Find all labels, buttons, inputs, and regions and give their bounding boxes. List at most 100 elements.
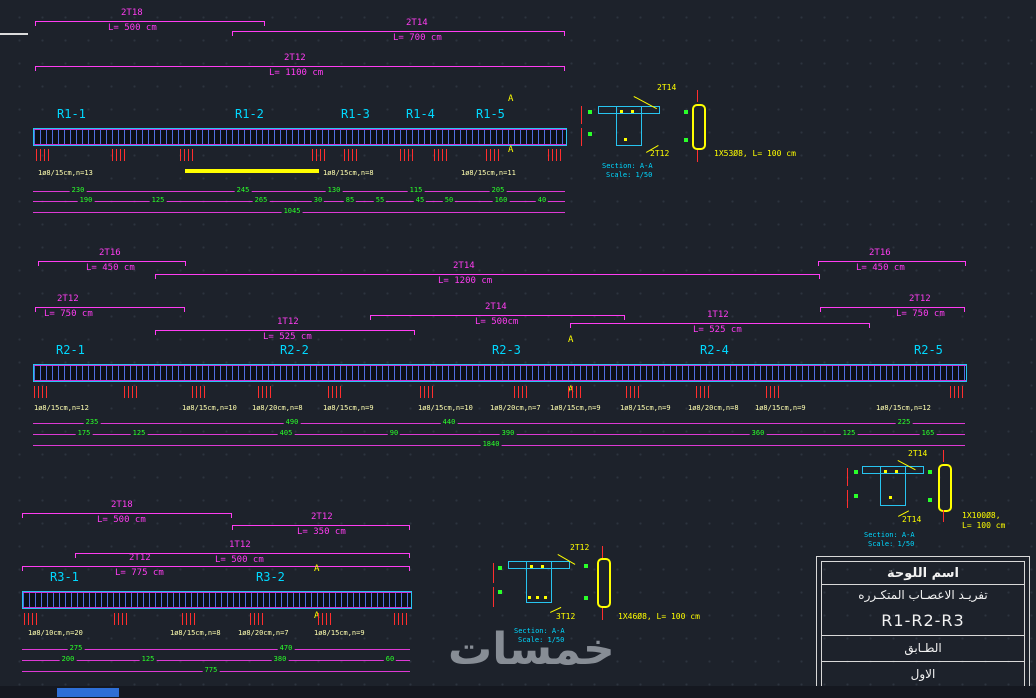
floor-label: الطـابق <box>822 636 1024 662</box>
dimension-value: 470 <box>277 644 295 652</box>
dimension-value: 190 <box>77 196 95 204</box>
section-label: 2T14 <box>657 83 677 92</box>
beam-span-label: R1-5 <box>476 107 505 121</box>
dimension-value: 440 <box>440 418 458 426</box>
support-stirrup-marks <box>626 386 640 398</box>
rebar-dot <box>544 596 547 599</box>
beam-span-label: R2-3 <box>492 343 521 357</box>
beam-elevation <box>33 364 967 382</box>
rebar-dot <box>895 470 898 473</box>
dimension-line <box>33 201 565 202</box>
section-cut-marker: A <box>314 564 320 574</box>
bottom-bar <box>0 686 1036 698</box>
green-marker <box>588 132 592 136</box>
beam-elevation <box>33 128 567 146</box>
bracket-tick <box>184 307 185 312</box>
rebar-length-label: L= 775 cm <box>115 568 164 578</box>
green-marker <box>854 470 858 474</box>
dimension-value: 380 <box>271 655 289 663</box>
support-stirrup-marks <box>114 613 128 625</box>
taskbar-item[interactable] <box>57 688 119 697</box>
left-ruler-mark <box>0 33 28 35</box>
support-stirrup-marks <box>24 613 38 625</box>
rebar-length-label: L= 500 cm <box>97 515 146 525</box>
green-marker <box>928 498 932 502</box>
section-web <box>526 561 552 603</box>
rebar-length-label: L= 500 cm <box>215 555 264 565</box>
bracket-tick <box>264 21 265 26</box>
dimension-line <box>22 660 410 661</box>
stirrup-spacing-label: 1ø8/10cm,n=20 <box>28 629 83 637</box>
bar-length-bracket <box>232 525 410 526</box>
stirrup-spacing-label: 1ø8/20cm,n=8 <box>252 404 303 412</box>
dimension-value: 235 <box>83 418 101 426</box>
beam-span-label: R1-4 <box>406 107 435 121</box>
rebar-length-label: L= 750 cm <box>44 309 93 319</box>
support-stirrup-marks <box>192 386 206 398</box>
stirrup-spacing-label: 1ø8/15cm,n=12 <box>876 404 931 412</box>
stirrup-detail <box>597 558 611 608</box>
support-stirrup-marks <box>34 386 48 398</box>
red-dim-line <box>493 587 494 607</box>
red-dim-line <box>943 510 944 522</box>
rebar-length-label: L= 500 cm <box>108 23 157 33</box>
rebar-dot <box>624 138 627 141</box>
green-marker <box>498 566 502 570</box>
support-stirrup-marks <box>514 386 528 398</box>
rebar-label: 2T16 <box>99 248 121 258</box>
support-stirrup-marks <box>568 386 582 398</box>
dimension-value: 1840 <box>480 440 502 448</box>
section-label: 1X100Ø8, <box>962 511 1001 520</box>
bar-length-bracket <box>818 261 966 262</box>
bar-length-bracket <box>370 315 625 316</box>
section-web <box>616 106 642 146</box>
support-stirrup-marks <box>112 149 126 161</box>
dimension-value: 115 <box>407 186 425 194</box>
title-block: اسم اللوحة تفريـد الاعصـاب المتكـرره R1-… <box>816 556 1030 692</box>
rebar-label: 2T12 <box>284 53 306 63</box>
green-marker <box>584 564 588 568</box>
dimension-value: 390 <box>499 429 517 437</box>
stirrup-spacing-label: 1ø8/15cm,n=8 <box>170 629 221 637</box>
support-stirrup-marks <box>328 386 342 398</box>
stirrup-spacing-label: 1ø8/20cm,n=7 <box>238 629 289 637</box>
bracket-tick <box>22 566 23 571</box>
beam-elevation <box>22 591 412 609</box>
dimension-value: 230 <box>69 186 87 194</box>
support-stirrup-marks <box>124 386 138 398</box>
bracket-tick <box>38 261 39 266</box>
bracket-tick <box>820 307 821 312</box>
rebar-label: 1T12 <box>229 540 251 550</box>
red-dim-line <box>581 106 582 124</box>
stirrup-spacing-label: 1ø8/20cm,n=8 <box>688 404 739 412</box>
support-stirrup-marks <box>420 386 434 398</box>
bracket-tick <box>819 274 820 279</box>
stirrup-spacing-label: 1ø8/15cm,n=11 <box>461 169 516 177</box>
dimension-line <box>33 191 565 192</box>
bracket-tick <box>185 261 186 266</box>
section-web <box>880 466 906 506</box>
beam-span-label: R2-5 <box>914 343 943 357</box>
stirrup-spacing-label: 1ø8/15cm,n=10 <box>418 404 473 412</box>
rebar-label: 2T18 <box>121 8 143 18</box>
stirrup-spacing-label: 1ø8/20cm,n=7 <box>490 404 541 412</box>
bar-length-bracket <box>232 31 565 32</box>
section-label: 1X46Ø8, L= 100 cm <box>618 612 700 621</box>
bracket-tick <box>965 261 966 266</box>
rebar-length-label: L= 450 cm <box>86 263 135 273</box>
bar-length-bracket <box>22 566 410 567</box>
rebar-label: 2T14 <box>453 261 475 271</box>
bracket-tick <box>818 261 819 266</box>
rebar-length-label: L= 450 cm <box>856 263 905 273</box>
section-label: Scale: 1/50 <box>606 171 653 179</box>
red-dim-line <box>602 608 603 620</box>
rebar-length-label: L= 500cm <box>475 317 519 327</box>
support-stirrup-marks <box>258 386 272 398</box>
support-stirrup-marks <box>36 149 50 161</box>
section-label: 3T12 <box>556 612 576 621</box>
section-cut-marker: A <box>568 335 574 345</box>
rebar-label: 2T16 <box>869 248 891 258</box>
